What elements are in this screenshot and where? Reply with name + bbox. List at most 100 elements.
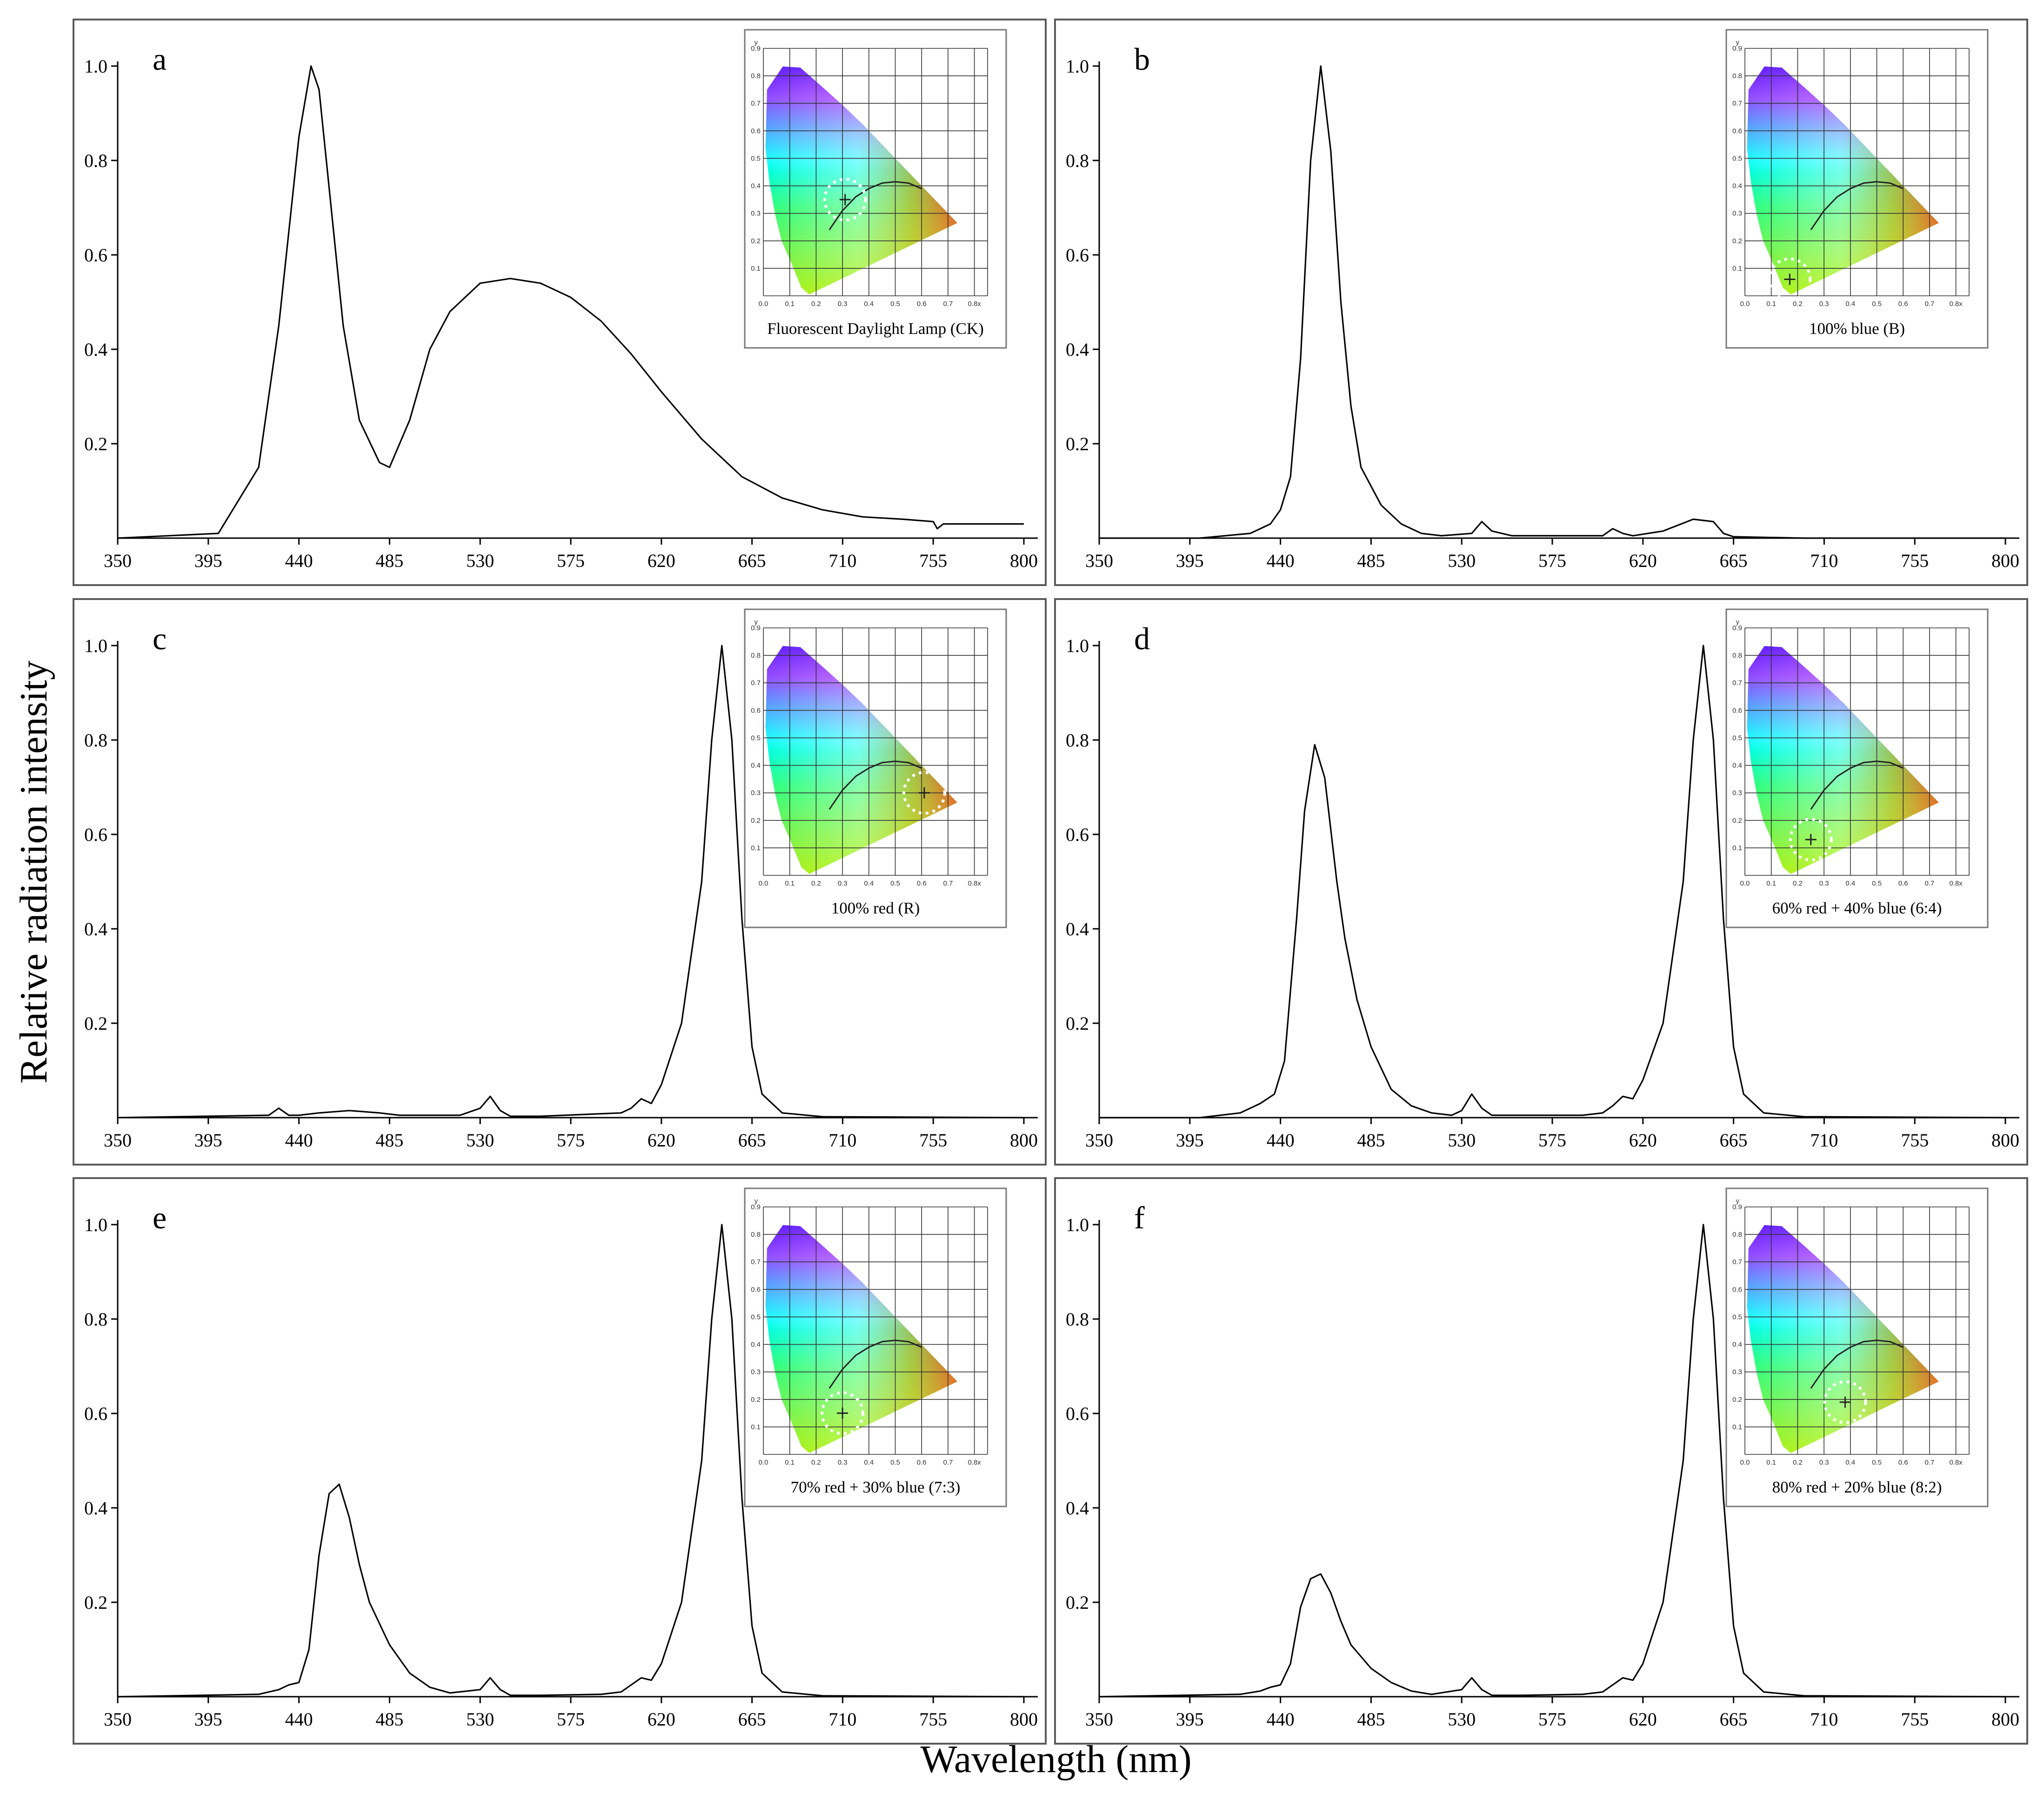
inset-x-tick: 0.4 (864, 880, 874, 887)
panel-c: 350 395 440 485 530 575 620 665 710 755 8000.20.40… (73, 598, 1047, 1166)
chromaticity-marker-ring (821, 1391, 865, 1435)
y-tick-label: 0.2 (1066, 433, 1089, 454)
chromaticity-inset: 0.0 0.1 0.2 0.3 0.4 0.5 0.6 0.7 0.8x 0.1 0.2 0.3 0.4… (1725, 1187, 1989, 1507)
x-tick-label: 530 (1448, 550, 1476, 571)
inset-y-tick: 0.2 (1732, 817, 1742, 825)
x-tick-label: 395 (194, 1130, 222, 1151)
inset-y-title: y (755, 1197, 758, 1205)
chromaticity-inset: 0.0 0.1 0.2 0.3 0.4 0.5 0.6 0.7 0.8x 0.1 0.2 0.3 0.4… (1725, 608, 1989, 928)
x-tick-label: 710 (1810, 550, 1838, 571)
x-tick-label: 575 (557, 1130, 585, 1151)
x-tick-label: 620 (1629, 1130, 1657, 1151)
x-tick-label: 530 (1448, 1130, 1476, 1151)
planckian-locus (1810, 181, 1904, 230)
inset-y-tick: 0.1 (1732, 265, 1742, 273)
chromaticity-inset: 0.0 0.1 0.2 0.3 0.4 0.5 0.6 0.7 0.8x 0.1 0.2 0.3 0.4… (744, 29, 1007, 349)
y-tick-label: 0.8 (84, 150, 107, 171)
inset-x-tick: 0.6 (917, 1459, 927, 1466)
inset-x-tick: 0.1 (785, 1459, 795, 1466)
inset-y-tick: 0.5 (1732, 154, 1742, 162)
inset-x-tick: 0.1 (1766, 1459, 1776, 1466)
inset-x-tick: 0.7 (1925, 300, 1935, 308)
inset-y-tick: 0.9 (751, 624, 761, 632)
inset-y-tick: 0.3 (1732, 210, 1742, 218)
x-tick-label: 710 (828, 550, 856, 571)
x-tick-label: 350 (1085, 550, 1113, 571)
inset-x-tick: 0.7 (943, 300, 953, 308)
inset-x-tick: 0.2 (811, 1459, 821, 1466)
inset-x-tick: 0.8x (968, 1459, 981, 1466)
y-tick-label: 0.8 (1066, 150, 1089, 171)
spectrum-line (117, 1224, 1024, 1698)
planckian-locus (1810, 760, 1904, 810)
inset-y-tick: 0.7 (1732, 679, 1742, 687)
inset-y-tick: 0.7 (1732, 1258, 1742, 1266)
y-tick-label: 1.0 (84, 56, 107, 77)
panel-letter: a (153, 41, 167, 77)
inset-x-tick: 0.3 (838, 1459, 848, 1466)
x-tick-label: 800 (1010, 550, 1038, 571)
inset-y-tick: 0.1 (751, 265, 761, 273)
inset-x-tick: 0.0 (1740, 1459, 1750, 1466)
x-tick-label: 755 (1901, 1709, 1929, 1730)
spectrum-line (117, 645, 1024, 1119)
x-tick-label: 575 (557, 550, 585, 571)
inset-caption: 100% blue (B) (1809, 320, 1905, 338)
inset-x-tick: 0.7 (1925, 880, 1935, 887)
chromaticity-inset: 0.0 0.1 0.2 0.3 0.4 0.5 0.6 0.7 0.8x 0.1 0.2 0.3 0.4… (744, 1187, 1007, 1507)
planckian-locus (1810, 1340, 1904, 1389)
x-tick-label: 530 (466, 1709, 494, 1730)
inset-y-tick: 0.9 (1732, 1203, 1742, 1211)
y-tick-label: 0.6 (1066, 245, 1089, 266)
inset-y-tick: 0.3 (1732, 789, 1742, 797)
x-tick-label: 710 (1810, 1709, 1838, 1730)
x-tick-label: 350 (1085, 1130, 1113, 1151)
x-tick-label: 395 (194, 550, 222, 571)
x-tick-label: 350 (104, 1130, 132, 1151)
chromaticity-marker-ring (1789, 818, 1833, 862)
y-tick-label: 0.8 (84, 1309, 107, 1330)
inset-caption: 100% red (R) (831, 899, 920, 917)
x-tick-label: 395 (1176, 1709, 1204, 1730)
x-tick-label: 485 (1357, 550, 1385, 571)
x-tick-label: 575 (557, 1709, 585, 1730)
inset-y-tick: 0.3 (1732, 1368, 1742, 1376)
x-tick-label: 485 (375, 1130, 403, 1151)
inset-x-tick: 0.7 (943, 880, 953, 887)
x-tick-label: 755 (919, 1130, 947, 1151)
inset-y-tick: 0.2 (751, 817, 761, 825)
x-tick-label: 485 (375, 1709, 403, 1730)
x-tick-label: 530 (466, 550, 494, 571)
inset-x-tick: 0.0 (1740, 300, 1750, 308)
inset-caption: 80% red + 20% blue (8:2) (1772, 1478, 1942, 1496)
inset-y-tick: 0.3 (751, 1368, 761, 1376)
inset-x-tick: 0.8x (1949, 300, 1963, 308)
inset-caption: 60% red + 40% blue (6:4) (1772, 899, 1942, 917)
inset-y-tick: 0.6 (1732, 127, 1742, 135)
y-tick-label: 0.4 (1066, 919, 1089, 940)
x-tick-label: 620 (648, 550, 675, 571)
x-tick-label: 575 (1538, 1709, 1566, 1730)
y-tick-label: 0.2 (84, 1013, 107, 1034)
y-tick-label: 0.4 (1066, 339, 1089, 360)
inset-x-tick: 0.6 (917, 300, 927, 308)
y-tick-label: 0.6 (84, 1403, 107, 1424)
x-axis-title: Wavelength (nm) (920, 1738, 1191, 1781)
y-tick-label: 0.6 (84, 245, 107, 266)
x-tick-label: 485 (375, 550, 403, 571)
inset-y-tick: 0.7 (751, 679, 761, 687)
inset-y-tick: 0.6 (751, 706, 761, 714)
spectrum-line (117, 65, 1024, 539)
x-tick-label: 800 (1991, 1709, 2019, 1730)
spectrum-line (1099, 1224, 2006, 1698)
x-tick-label: 665 (738, 1709, 766, 1730)
x-tick-label: 440 (1267, 550, 1295, 571)
y-tick-label: 0.2 (1066, 1013, 1089, 1034)
spectrum-line (1099, 645, 2006, 1119)
inset-y-tick: 0.1 (751, 844, 761, 852)
inset-x-tick: 0.4 (864, 1459, 874, 1466)
x-tick-label: 755 (1901, 550, 1929, 571)
chromaticity-marker-ring (823, 178, 867, 222)
inset-y-tick: 0.4 (1732, 1341, 1742, 1349)
inset-x-tick: 0.2 (811, 300, 821, 308)
